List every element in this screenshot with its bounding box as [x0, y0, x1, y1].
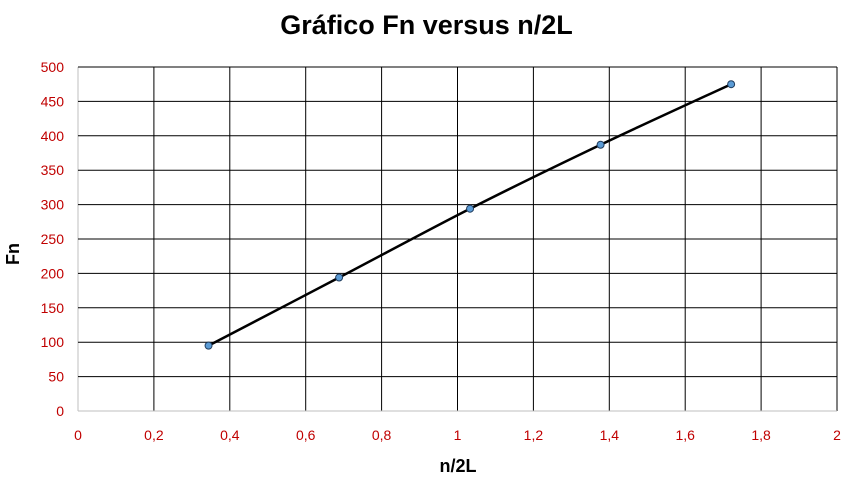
- x-tick-label: 0,8: [372, 427, 392, 443]
- data-point: [335, 273, 344, 282]
- data-point: [204, 341, 213, 350]
- y-tick-label: 100: [41, 334, 65, 350]
- y-tick-label: 450: [41, 93, 65, 109]
- x-axis-title: n/2L: [439, 456, 476, 476]
- x-tick-label: 0,6: [296, 427, 316, 443]
- series-line: [207, 83, 732, 347]
- y-tick-label: 350: [41, 162, 65, 178]
- data-point: [727, 80, 736, 89]
- chart-title: Gráfico Fn versus n/2L: [280, 10, 573, 40]
- y-tick-label: 0: [56, 403, 64, 419]
- y-tick-label: 250: [41, 231, 65, 247]
- y-axis-ticks: 0 50 100 150 200 250 300 350 400 450 500: [41, 59, 65, 419]
- y-tick-label: 150: [41, 300, 65, 316]
- x-tick-label: 0,4: [220, 427, 240, 443]
- y-tick-label: 300: [41, 197, 65, 213]
- y-axis-title: Fn: [3, 243, 23, 265]
- series-layer: [204, 80, 736, 350]
- x-tick-label: 1,8: [751, 427, 771, 443]
- x-tick-label: 2: [833, 427, 841, 443]
- x-axis-ticks: 0 0,2 0,4 0,6 0,8 1 1,2 1,4 1,6 1,8 2: [74, 427, 841, 443]
- x-tick-label: 1,4: [600, 427, 620, 443]
- y-tick-label: 200: [41, 265, 65, 281]
- y-tick-label: 400: [41, 128, 65, 144]
- x-tick-label: 1: [454, 427, 462, 443]
- x-tick-label: 0,2: [144, 427, 164, 443]
- y-tick-label: 50: [48, 369, 64, 385]
- x-tick-label: 0: [74, 427, 82, 443]
- data-point: [596, 140, 605, 149]
- x-tick-label: 1,2: [524, 427, 544, 443]
- data-point: [466, 204, 475, 213]
- x-tick-label: 1,6: [675, 427, 695, 443]
- y-tick-label: 500: [41, 59, 65, 75]
- grid: [77, 66, 838, 412]
